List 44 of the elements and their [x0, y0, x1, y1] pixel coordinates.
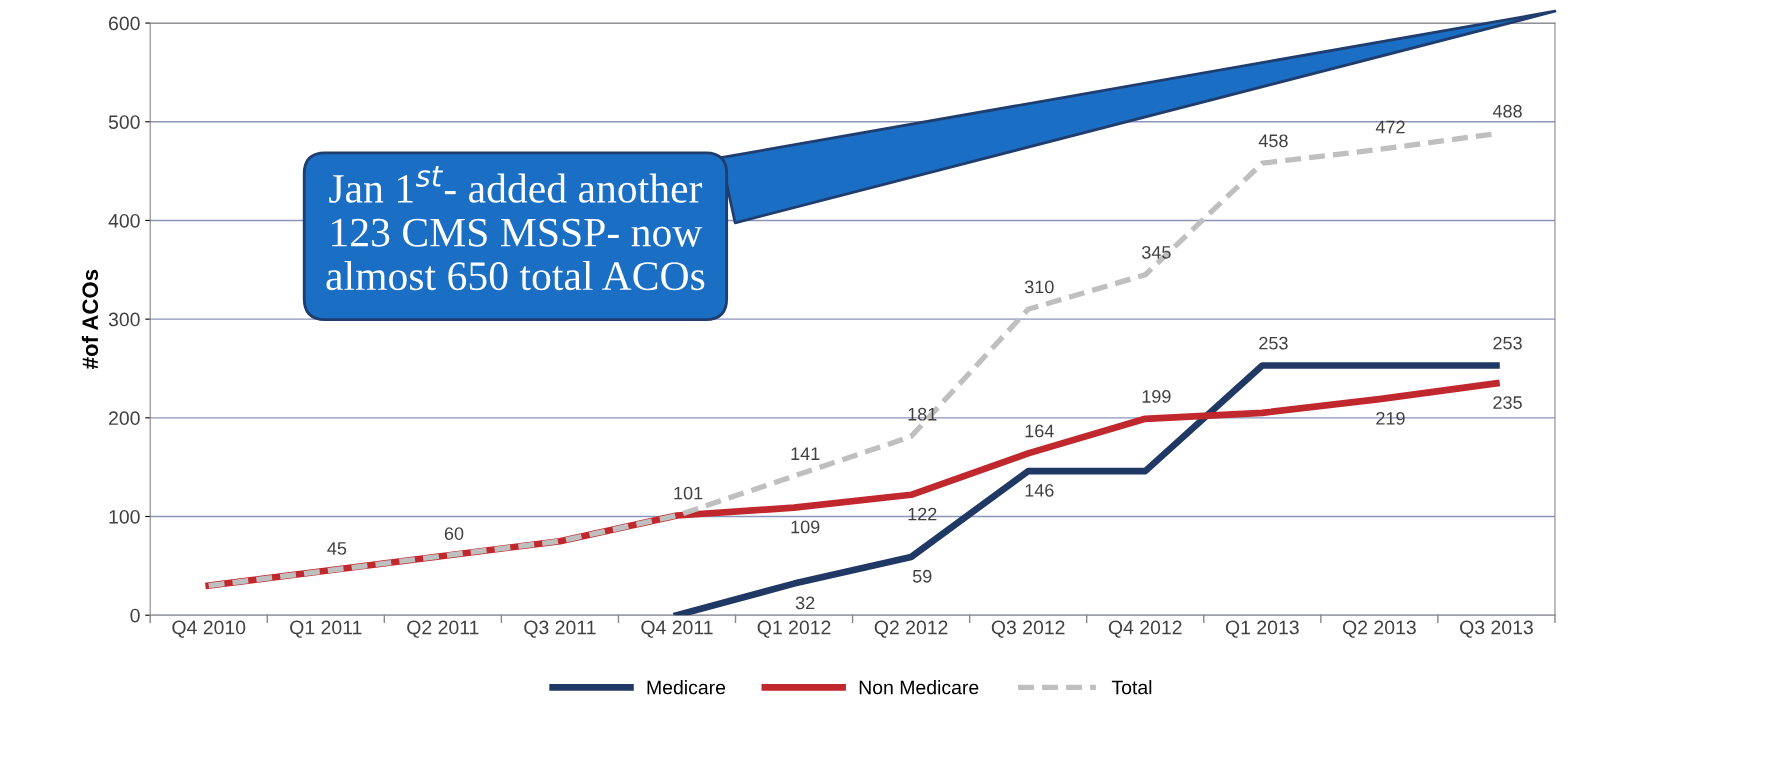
y-tick-label: 200 — [109, 411, 140, 426]
data-label: 32 — [795, 596, 815, 610]
data-label: 164 — [1025, 424, 1054, 438]
data-label: 488 — [1492, 104, 1522, 118]
data-label: 146 — [1025, 484, 1054, 497]
data-label: 253 — [1493, 336, 1522, 350]
data-label: 60 — [444, 527, 464, 540]
data-label: 101 — [674, 486, 703, 500]
data-label: 199 — [1142, 390, 1171, 403]
data-label: 181 — [908, 407, 937, 421]
data-label: 109 — [791, 520, 820, 534]
legend-label: Medicare — [647, 680, 726, 695]
x-tick-label: Q1 2011 — [290, 620, 362, 638]
y-axis-title: #of ACOs — [81, 269, 99, 369]
x-tick-label: Q1 2012 — [757, 620, 831, 638]
y-tick-label: 300 — [108, 312, 140, 327]
legend-label: Total — [1111, 680, 1152, 695]
x-tick-label: Q3 2012 — [991, 620, 1065, 638]
y-tick-label: 100 — [109, 509, 140, 524]
data-label: 235 — [1493, 396, 1522, 409]
x-tick-label: Q3 2013 — [1460, 620, 1533, 638]
data-label: 45 — [327, 542, 347, 555]
data-label: 141 — [791, 447, 820, 460]
y-tick-label: 500 — [108, 115, 140, 129]
data-label: 253 — [1259, 336, 1288, 350]
x-tick-label: Q4 2012 — [1108, 620, 1182, 638]
x-tick-label: Q3 2011 — [524, 620, 596, 638]
annotation: Jan 1$^{st}$- added another 123 CMS MSSP- now almost 650 total ACOs — [326, 166, 705, 291]
x-tick-label: Q2 2011 — [407, 620, 479, 638]
legend-label: Non Medicare — [859, 680, 979, 695]
x-tick-label: Q2 2012 — [874, 620, 948, 638]
x-tick-label: Q4 2011 — [641, 620, 713, 638]
y-tick-label: 600 — [109, 16, 140, 31]
y-tick-label: 0 — [130, 608, 140, 623]
data-label: 345 — [1141, 245, 1171, 259]
data-label: 59 — [912, 569, 932, 583]
data-label: 458 — [1258, 134, 1288, 148]
data-label: 310 — [1024, 280, 1054, 294]
data-label: 219 — [1376, 411, 1405, 425]
x-tick-label: Q4 2010 — [172, 620, 246, 638]
y-tick-label: 400 — [108, 213, 140, 228]
x-tick-label: Q1 2013 — [1225, 620, 1299, 638]
x-tick-label: Q2 2013 — [1342, 620, 1416, 638]
data-label: 472 — [1375, 120, 1405, 134]
